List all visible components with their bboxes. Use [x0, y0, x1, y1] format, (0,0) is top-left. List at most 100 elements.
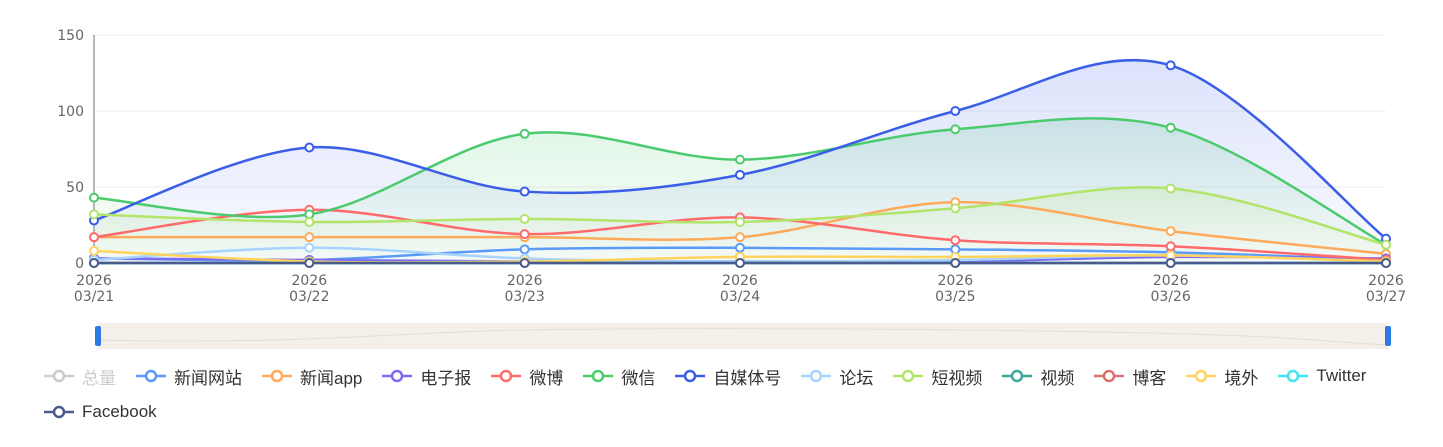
- data-point[interactable]: [1381, 258, 1391, 268]
- legend-line-icon: [262, 369, 292, 383]
- data-point[interactable]: [519, 244, 530, 255]
- data-point[interactable]: [735, 216, 745, 227]
- legend: 总量 新闻网站 新闻app 电子报 微博 微信 自媒体号 论坛 短视频 视频 博客 境外 Twitter…: [44, 364, 1424, 424]
- legend-line-icon: [893, 369, 924, 383]
- legend-item[interactable]: Twitter: [1278, 364, 1366, 388]
- data-point[interactable]: [950, 124, 961, 135]
- data-point[interactable]: [304, 242, 315, 253]
- legend-item[interactable]: 短视频: [893, 364, 982, 388]
- x-tick-label: 2026: [938, 273, 974, 289]
- legend-label: 论坛: [839, 368, 874, 388]
- legend-label: Facebook: [82, 402, 157, 421]
- legend-item[interactable]: 论坛: [801, 364, 873, 388]
- datazoom-preview: [97, 328, 1389, 346]
- x-tick-label: 2026: [507, 273, 543, 289]
- data-point[interactable]: [1165, 241, 1176, 252]
- legend-line-icon: [675, 369, 706, 383]
- data-point[interactable]: [519, 229, 530, 240]
- x-tick-label: 2026: [722, 273, 758, 289]
- legend-item[interactable]: 微博: [491, 364, 563, 388]
- x-tick-label: 03/23: [504, 289, 544, 305]
- legend-line-icon: [583, 369, 614, 383]
- x-tick-label: 03/27: [1366, 289, 1406, 305]
- data-point[interactable]: [519, 258, 530, 268]
- legend-line-icon: [1094, 369, 1125, 383]
- data-point[interactable]: [89, 192, 99, 203]
- legend-line-icon: [382, 369, 413, 383]
- x-tick-label: 03/24: [720, 289, 760, 305]
- data-point[interactable]: [1165, 226, 1176, 237]
- data-point[interactable]: [1381, 239, 1391, 250]
- legend-label: 境外: [1224, 368, 1259, 388]
- data-point[interactable]: [735, 154, 745, 165]
- legend-item[interactable]: 新闻app: [262, 364, 362, 388]
- legend-item[interactable]: 新闻网站: [136, 364, 242, 388]
- data-point[interactable]: [950, 203, 961, 214]
- y-tick-label: 100: [57, 104, 84, 120]
- legend-label: 博客: [1132, 368, 1167, 388]
- legend-item[interactable]: 微信: [583, 364, 655, 388]
- legend-item[interactable]: Facebook: [44, 400, 157, 424]
- data-point[interactable]: [304, 258, 315, 268]
- legend-label: 新闻网站: [174, 368, 242, 388]
- data-point[interactable]: [735, 232, 745, 243]
- data-point[interactable]: [519, 186, 530, 197]
- data-point[interactable]: [304, 232, 315, 243]
- x-tick-label: 2026: [76, 273, 112, 289]
- data-point[interactable]: [89, 209, 99, 220]
- y-tick-label: 50: [66, 180, 84, 196]
- legend-item[interactable]: 自媒体号: [675, 364, 781, 388]
- datazoom-slider[interactable]: [98, 323, 1388, 349]
- legend-line-icon: [491, 369, 522, 383]
- x-tick-label: 03/21: [74, 289, 114, 305]
- data-point[interactable]: [735, 242, 745, 253]
- legend-line-icon: [801, 369, 832, 383]
- x-tick-label: 2026: [292, 273, 328, 289]
- data-point[interactable]: [304, 142, 315, 153]
- legend-label: 微信: [621, 368, 656, 388]
- legend-label: 视频: [1040, 368, 1075, 388]
- legend-label: 电子报: [420, 368, 472, 388]
- data-point[interactable]: [519, 128, 530, 139]
- legend-item[interactable]: 总量: [44, 364, 116, 388]
- datazoom-handle[interactable]: [95, 326, 101, 346]
- legend-label: 短视频: [931, 368, 983, 388]
- data-point[interactable]: [1165, 258, 1176, 268]
- data-point[interactable]: [304, 216, 315, 227]
- legend-label: Twitter: [1316, 366, 1367, 385]
- data-point[interactable]: [89, 232, 99, 243]
- legend-line-icon: [1278, 369, 1309, 383]
- y-tick-label: 0: [75, 256, 84, 272]
- data-point[interactable]: [1165, 60, 1176, 71]
- legend-label: 总量: [82, 368, 116, 388]
- data-point[interactable]: [735, 169, 745, 180]
- y-tick-label: 150: [57, 28, 84, 44]
- data-point[interactable]: [735, 258, 745, 268]
- legend-line-icon: [1186, 369, 1217, 383]
- data-point[interactable]: [519, 213, 530, 224]
- legend-item[interactable]: 视频: [1002, 364, 1074, 388]
- x-tick-label: 03/25: [935, 289, 975, 305]
- x-tick-label: 03/26: [1150, 289, 1190, 305]
- legend-line-icon: [44, 369, 74, 383]
- datazoom-handle[interactable]: [1385, 326, 1391, 346]
- data-point[interactable]: [950, 106, 961, 116]
- line-chart: 050100150202603/21202603/22202603/232026…: [57, 28, 1406, 349]
- legend-line-icon: [1002, 369, 1033, 383]
- legend-label: 新闻app: [300, 368, 363, 388]
- legend-line-icon: [44, 405, 74, 419]
- legend-item[interactable]: 电子报: [382, 364, 471, 388]
- legend-label: 微博: [529, 368, 564, 388]
- data-point[interactable]: [89, 258, 99, 268]
- data-point[interactable]: [950, 258, 961, 268]
- legend-item[interactable]: 博客: [1094, 364, 1166, 388]
- legend-item[interactable]: 境外: [1186, 364, 1258, 388]
- x-tick-label: 2026: [1153, 273, 1189, 289]
- x-tick-label: 2026: [1368, 273, 1404, 289]
- data-point[interactable]: [89, 245, 99, 256]
- data-point[interactable]: [950, 235, 961, 246]
- x-tick-label: 03/22: [289, 289, 329, 305]
- data-point[interactable]: [1165, 183, 1176, 194]
- data-point[interactable]: [1165, 122, 1176, 133]
